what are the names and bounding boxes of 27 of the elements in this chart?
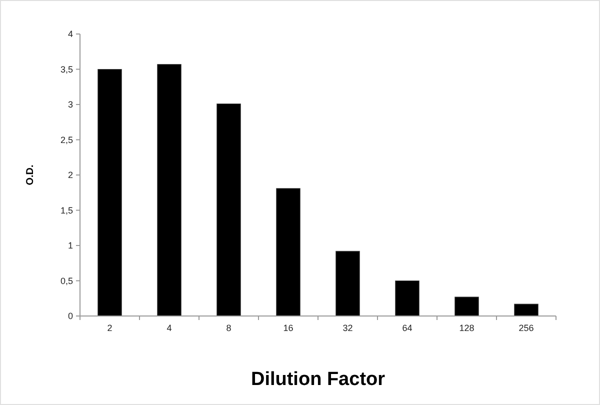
bar — [336, 250, 360, 316]
x-tick-label: 32 — [342, 323, 353, 333]
y-tick-label: 0 — [68, 311, 73, 322]
y-axis-title: O.D. — [25, 164, 36, 186]
y-tick-label: 4 — [68, 29, 73, 40]
bar — [98, 69, 122, 316]
y-tick-label: 1 — [68, 240, 73, 251]
y-tick-label: 3,5 — [60, 64, 73, 74]
bar — [276, 188, 300, 316]
bar — [216, 104, 241, 316]
y-tick-label: 0,5 — [60, 276, 73, 286]
bar — [395, 280, 420, 316]
x-axis-title: Dilution Factor — [250, 369, 386, 390]
x-tick-label: 16 — [283, 323, 294, 333]
y-tick-label: 1,5 — [60, 205, 73, 216]
y-tick-label: 3 — [68, 100, 73, 110]
x-tick-label: 8 — [226, 323, 232, 333]
bar — [514, 304, 538, 316]
x-tick-label: 2 — [107, 323, 112, 333]
x-tick-label: 4 — [166, 323, 172, 333]
y-tick-label: 2 — [68, 170, 73, 180]
x-tick-label: 128 — [459, 323, 474, 333]
y-tick-label: 2,5 — [60, 134, 73, 145]
bar — [454, 296, 479, 316]
x-tick-label: 64 — [402, 323, 412, 333]
bar — [157, 64, 182, 316]
x-tick-label: 256 — [518, 323, 534, 333]
